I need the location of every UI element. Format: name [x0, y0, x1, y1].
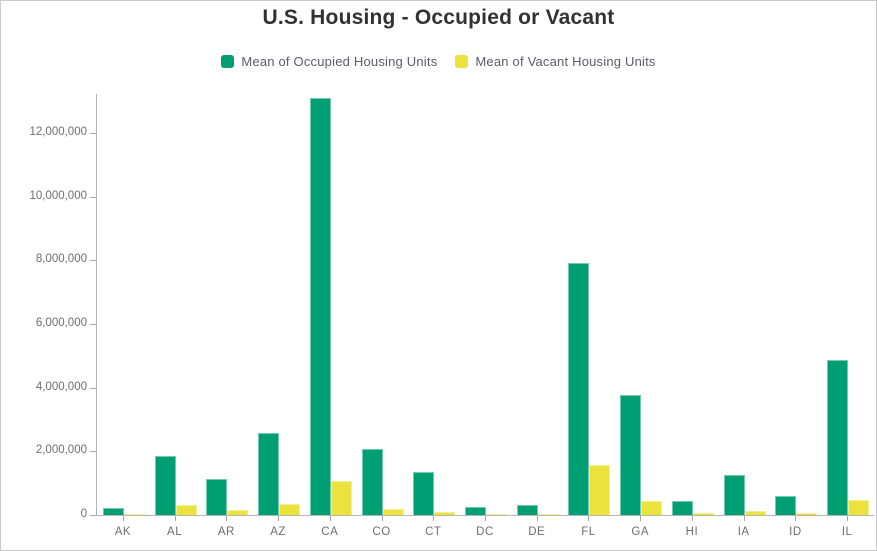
- legend-label: Mean of Vacant Housing Units: [475, 54, 656, 69]
- y-axis-tick: [90, 260, 96, 262]
- x-axis-tick: [485, 516, 486, 521]
- x-axis-label-AZ: AZ: [270, 526, 286, 538]
- y-axis-label: 12,000,000: [29, 126, 87, 138]
- bar-CO-occupied[interactable]: [361, 449, 383, 515]
- y-axis-tick: [90, 133, 96, 134]
- y-axis-label: 10,000,000: [29, 189, 87, 202]
- x-axis-tick: [795, 516, 797, 521]
- x-axis-tick: [743, 516, 745, 521]
- x-axis-tick: [381, 516, 383, 521]
- bar-FL-occupied[interactable]: [568, 263, 590, 515]
- legend-item-vacant[interactable]: Mean of Vacant Housing Units: [455, 54, 655, 69]
- y-axis-label: 0: [80, 508, 87, 520]
- x-axis-tick: [433, 516, 435, 521]
- bar-IL-occupied[interactable]: [827, 360, 849, 515]
- bar-ID-vacant[interactable]: [796, 513, 818, 515]
- bar-IA-occupied[interactable]: [723, 475, 745, 515]
- x-axis-label-CA: CA: [321, 526, 339, 538]
- bar-HI-occupied[interactable]: [671, 501, 693, 515]
- x-axis-label-DE: DE: [528, 526, 546, 538]
- y-axis-label: 6,000,000: [35, 317, 87, 329]
- x-axis-label-IA: IA: [737, 526, 750, 538]
- bar-CO-vacant[interactable]: [382, 509, 404, 515]
- x-axis-tick: [226, 516, 228, 521]
- bar-GA-occupied[interactable]: [620, 395, 642, 515]
- y-axis-label: 8,000,000: [35, 253, 87, 266]
- bar-ID-occupied[interactable]: [775, 496, 797, 515]
- legend-item-occupied[interactable]: Mean of Occupied Housing Units: [221, 54, 437, 69]
- bar-CT-occupied[interactable]: [413, 472, 435, 515]
- x-axis-tick: [588, 516, 590, 521]
- bar-AR-occupied[interactable]: [206, 479, 228, 515]
- bar-AZ-occupied[interactable]: [258, 433, 280, 515]
- bar-IL-vacant[interactable]: [848, 500, 870, 515]
- bar-IA-vacant[interactable]: [744, 511, 766, 515]
- bar-AL-vacant[interactable]: [175, 505, 197, 515]
- bar-DE-vacant[interactable]: [537, 514, 559, 515]
- x-axis-label-IL: IL: [841, 526, 853, 538]
- x-axis-tick: [122, 516, 124, 521]
- legend: Mean of Occupied Housing Units Mean of Va…: [1, 54, 876, 69]
- y-axis-tick: [90, 324, 96, 325]
- x-axis-tick: [278, 516, 280, 521]
- legend-swatch-icon: [221, 55, 235, 68]
- bar-CA-occupied[interactable]: [309, 98, 331, 515]
- plot-area: [96, 94, 874, 516]
- y-axis-tick: [90, 451, 96, 453]
- x-axis-tick: [174, 516, 176, 521]
- bar-AL-occupied[interactable]: [154, 456, 176, 515]
- y-axis-tick: [90, 387, 96, 389]
- x-axis-label-AK: AK: [114, 526, 132, 538]
- bar-DC-vacant[interactable]: [486, 514, 507, 515]
- bar-AK-vacant[interactable]: [123, 514, 145, 515]
- chart-title: U.S. Housing - Occupied or Vacant: [262, 6, 615, 29]
- x-axis-label-FL: FL: [581, 526, 596, 538]
- bar-AR-vacant[interactable]: [227, 510, 249, 515]
- bar-AK-occupied[interactable]: [102, 508, 124, 515]
- x-axis-label-HI: HI: [685, 526, 699, 538]
- x-axis-tick: [329, 516, 331, 521]
- bar-CT-vacant[interactable]: [434, 512, 456, 515]
- legend-swatch-icon: [455, 55, 469, 68]
- x-axis-tick: [536, 516, 538, 521]
- bar-HI-vacant[interactable]: [692, 513, 714, 515]
- legend-label: Mean of Occupied Housing Units: [241, 54, 438, 69]
- x-axis-label-CT: CT: [425, 526, 442, 538]
- x-axis-tick: [691, 516, 693, 521]
- x-axis-tick: [847, 516, 849, 521]
- x-axis-label-AL: AL: [167, 526, 183, 538]
- x-axis-label-ID: ID: [789, 526, 802, 538]
- y-axis-tick: [90, 196, 96, 198]
- x-axis-label-DC: DC: [476, 526, 494, 538]
- bar-CA-vacant[interactable]: [330, 481, 352, 515]
- x-axis-label-GA: GA: [631, 526, 649, 538]
- y-axis-label: 4,000,000: [35, 380, 87, 393]
- bar-FL-vacant[interactable]: [589, 465, 611, 515]
- bar-GA-vacant[interactable]: [641, 501, 663, 515]
- x-axis-tick: [640, 516, 642, 521]
- bar-DC-occupied[interactable]: [465, 507, 486, 515]
- y-axis-label: 2,000,000: [35, 444, 87, 457]
- bar-AZ-vacant[interactable]: [279, 504, 301, 515]
- y-axis-tick: [90, 515, 96, 516]
- bar-DE-occupied[interactable]: [516, 505, 538, 515]
- x-axis-label-AR: AR: [217, 526, 235, 538]
- x-axis-label-CO: CO: [372, 526, 391, 538]
